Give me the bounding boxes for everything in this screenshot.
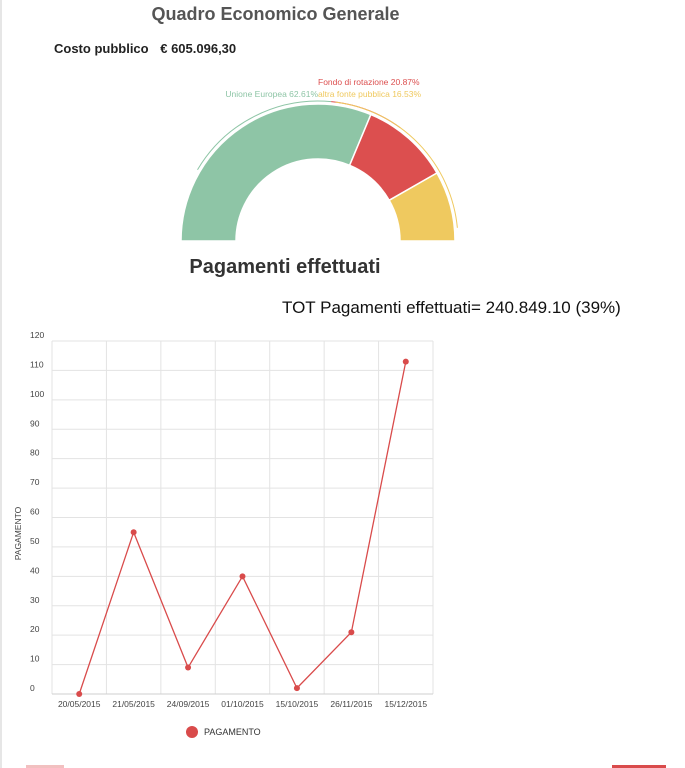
- bottom-tab-left[interactable]: [26, 765, 64, 768]
- payments-line-chart: 0 10 20 30 40 50 60 70 80 90 100 110 120 20/05/2015 21…: [13, 330, 434, 709]
- data-point[interactable]: [130, 529, 137, 536]
- donut-label-0: Fondo di rotazione 20.87%: [318, 77, 420, 87]
- y-tick-label: 0: [30, 683, 35, 693]
- y-axis-label: PAGAMENTO: [13, 506, 23, 560]
- donut-slice-0[interactable]: [180, 103, 372, 242]
- y-tick-label: 50: [30, 536, 40, 546]
- donut-highlight-arc-2: [335, 101, 458, 228]
- donut-label-2: altra fonte pubblica 16.53%: [318, 89, 421, 99]
- donut-highlight-arc-0: [197, 100, 332, 170]
- x-tick-label: 01/10/2015: [221, 699, 264, 709]
- payments-title: Pagamenti effettuati: [189, 256, 381, 278]
- y-tick-label: 120: [30, 330, 44, 340]
- y-tick-label: 90: [30, 418, 40, 428]
- y-tick-label: 20: [30, 624, 40, 634]
- x-tick-label: 20/05/2015: [58, 699, 101, 709]
- cost-summary: Costo pubblico € 605.096,30: [54, 41, 236, 56]
- data-point[interactable]: [76, 691, 83, 697]
- donut-label-1: Unione Europea 62.61%: [225, 89, 318, 99]
- cost-label: Costo pubblico: [54, 41, 149, 56]
- y-tick-label: 60: [30, 507, 40, 517]
- cost-value: € 605.096,30: [160, 41, 237, 56]
- x-tick-label: 24/09/2015: [167, 699, 210, 709]
- x-tick-label: 15/10/2015: [276, 699, 319, 709]
- y-tick-label: 30: [30, 595, 40, 605]
- y-tick-label: 70: [30, 477, 40, 487]
- funding-donut-chart: Fondo di rotazione 20.87%Unione Europea …: [180, 77, 458, 242]
- y-tick-label: 40: [30, 565, 40, 575]
- legend-marker: [186, 726, 198, 738]
- y-tick-label: 80: [30, 448, 40, 458]
- donut-slice-2[interactable]: [388, 171, 456, 242]
- x-tick-label: 21/05/2015: [112, 699, 155, 709]
- y-tick-label: 110: [30, 359, 44, 369]
- chart-legend[interactable]: PAGAMENTO: [186, 726, 261, 738]
- series-line: [78, 361, 407, 695]
- x-tick-label: 26/11/2015: [330, 699, 372, 709]
- page-title: Quadro Economico Generale: [151, 4, 400, 24]
- legend-label: PAGAMENTO: [204, 727, 261, 737]
- y-tick-label: 100: [30, 389, 44, 399]
- payments-total: TOT Pagamenti effettuati= 240.849.10 (39…: [282, 298, 621, 317]
- data-point[interactable]: [239, 573, 246, 580]
- x-tick-label: 15/12/2015: [385, 699, 428, 709]
- bottom-tab-right[interactable]: [612, 765, 666, 768]
- data-point[interactable]: [348, 629, 355, 636]
- left-divider: [0, 0, 2, 768]
- data-point[interactable]: [185, 664, 192, 671]
- data-point[interactable]: [402, 358, 409, 365]
- y-tick-label: 10: [30, 654, 40, 664]
- data-point[interactable]: [293, 685, 300, 692]
